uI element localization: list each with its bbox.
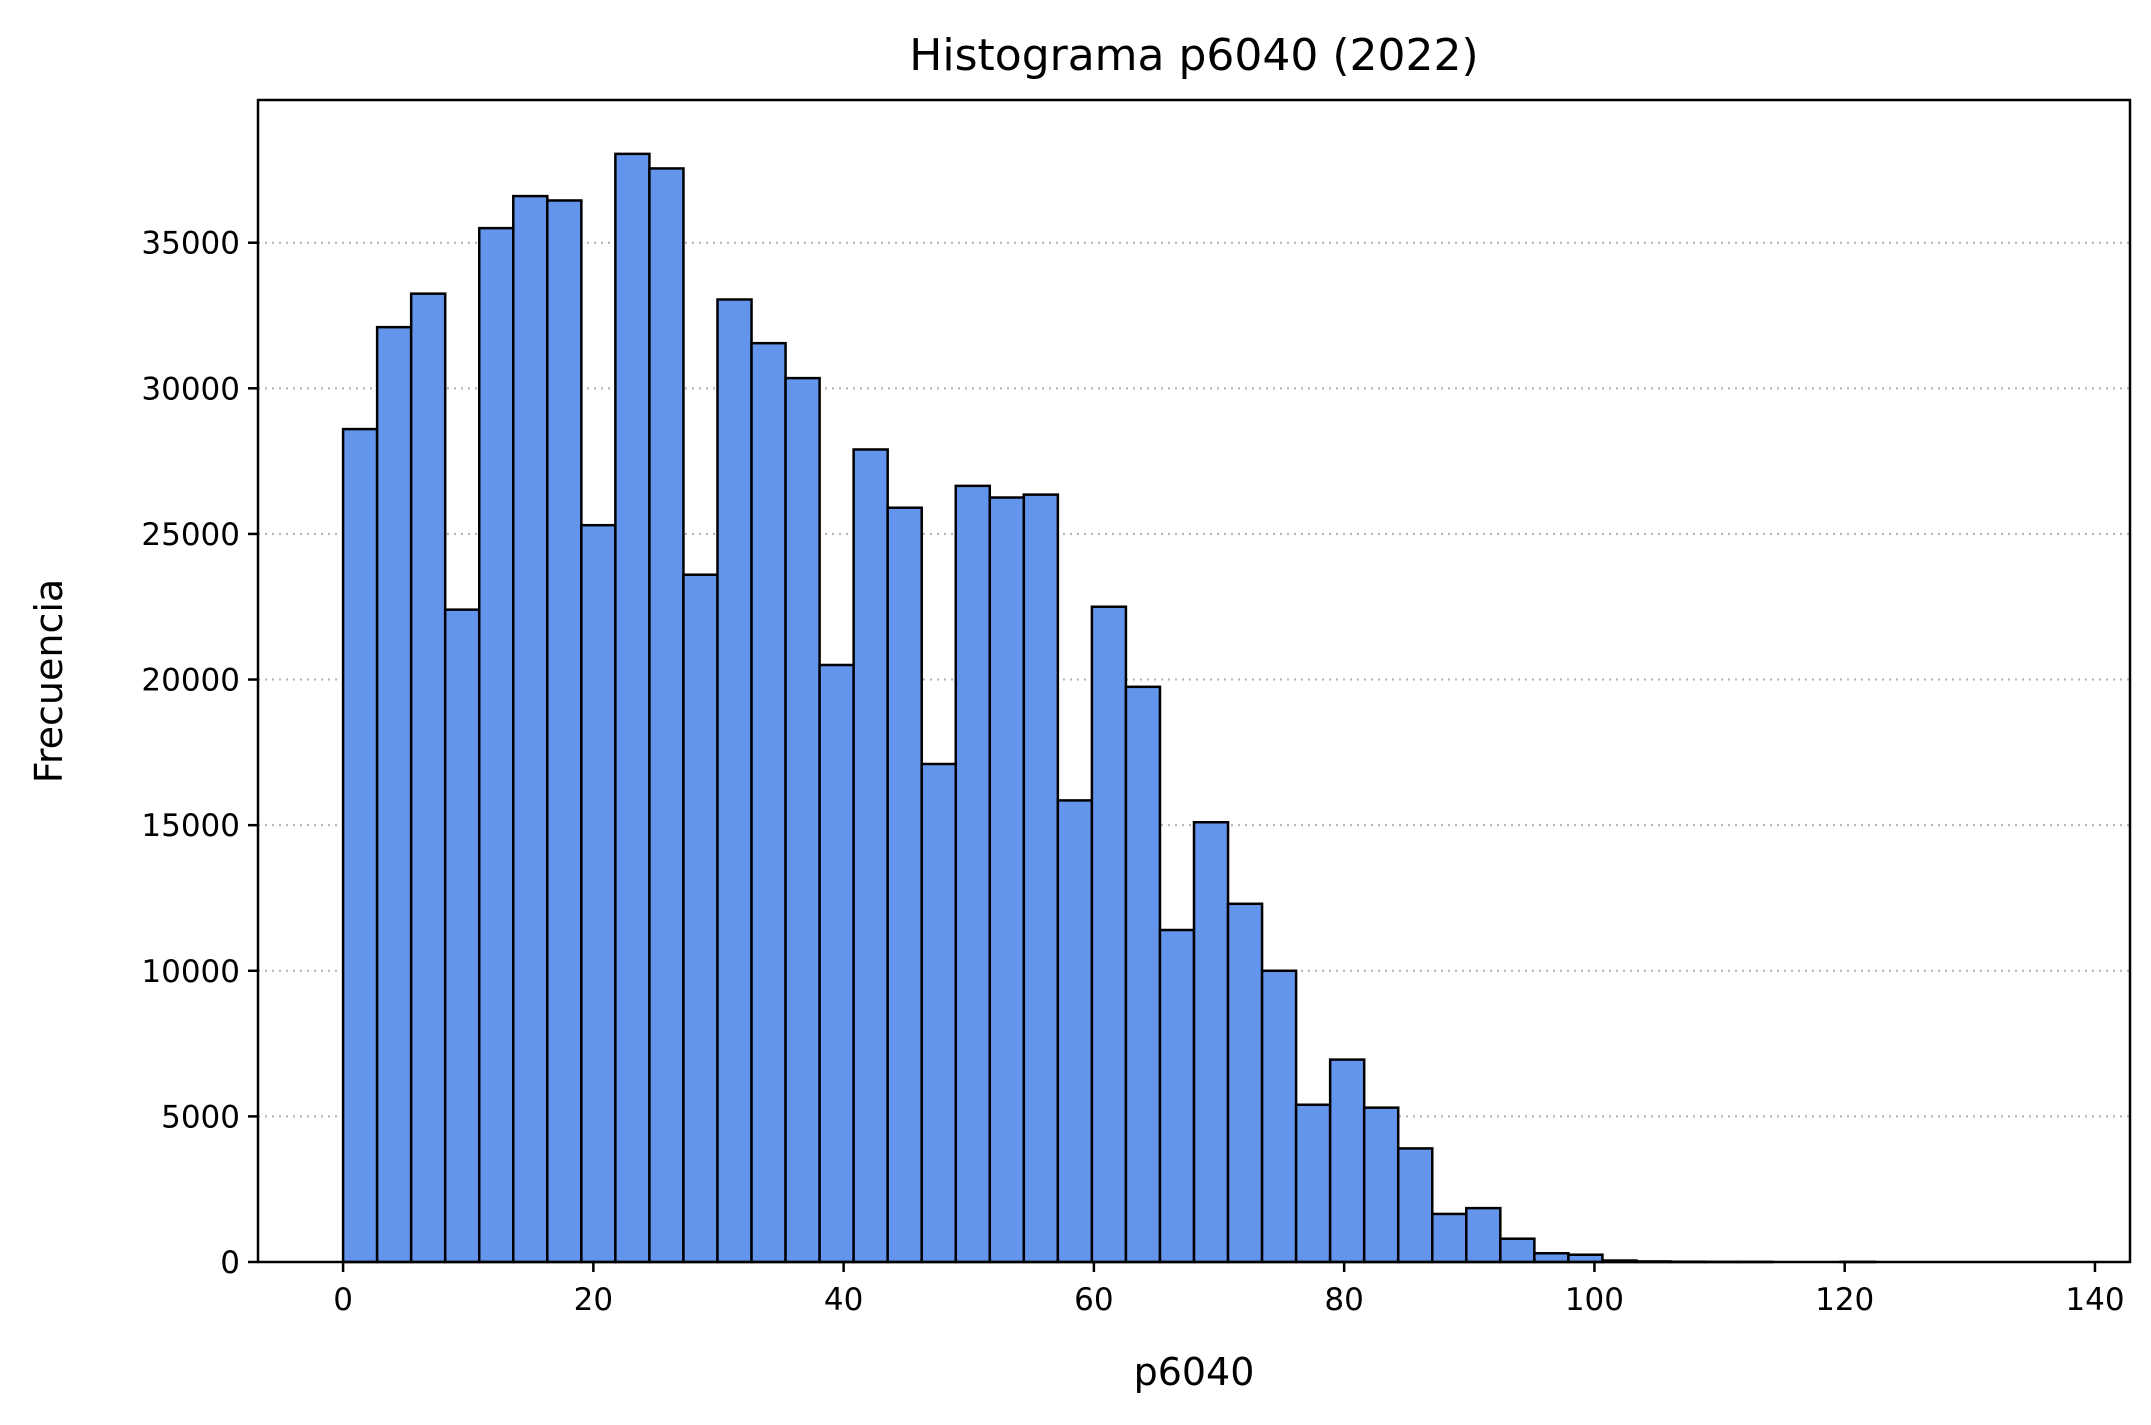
x-tick-label: 40: [824, 1282, 863, 1318]
histogram-bar: [581, 525, 615, 1262]
y-tick-label: 0: [220, 1245, 240, 1281]
histogram-bar: [922, 764, 956, 1262]
histogram-bar: [683, 575, 717, 1262]
histogram-bar: [786, 378, 820, 1262]
histogram-bar: [1058, 800, 1092, 1262]
y-axis-label: Frecuencia: [27, 579, 71, 783]
histogram-bar: [1262, 971, 1296, 1262]
histogram-bar: [820, 665, 854, 1262]
histogram-bar: [1092, 607, 1126, 1262]
histogram-bar: [547, 200, 581, 1262]
x-tick-label: 20: [574, 1282, 613, 1318]
y-tick-label: 30000: [141, 371, 240, 407]
histogram-bar: [854, 449, 888, 1262]
histogram-bar: [1296, 1105, 1330, 1262]
histogram-bar: [615, 154, 649, 1262]
y-tick-label: 35000: [141, 226, 240, 262]
histogram-bar: [752, 343, 786, 1262]
histogram-bar: [377, 327, 411, 1262]
histogram-bar: [956, 486, 990, 1262]
y-tick-label: 5000: [161, 1099, 240, 1135]
x-tick-label: 80: [1324, 1282, 1363, 1318]
histogram-bar: [1024, 495, 1058, 1262]
histogram-bar: [717, 299, 751, 1262]
histogram-bar: [343, 429, 377, 1262]
histogram-bar: [1160, 930, 1194, 1262]
histogram-bar: [1398, 1148, 1432, 1262]
histogram-bar: [1194, 822, 1228, 1262]
histogram-bar: [1364, 1108, 1398, 1262]
y-tick-label: 25000: [141, 517, 240, 553]
histogram-bar: [1466, 1208, 1500, 1262]
histogram-bar: [990, 498, 1024, 1262]
x-tick-label: 100: [1565, 1282, 1624, 1318]
x-axis-ticks: 0 20 40 60 80 100 120 140: [333, 1262, 2124, 1318]
chart-title: Histograma p6040 (2022): [909, 30, 1478, 81]
histogram-bar: [649, 168, 683, 1262]
y-tick-label: 10000: [141, 954, 240, 990]
histogram-bar: [888, 508, 922, 1262]
histogram-bar: [1228, 904, 1262, 1262]
histogram-bar: [479, 228, 513, 1262]
histogram-bar: [445, 610, 479, 1262]
histogram-bar: [1432, 1214, 1466, 1262]
x-tick-label: 0: [333, 1282, 353, 1318]
x-tick-label: 60: [1074, 1282, 1113, 1318]
x-tick-label: 140: [2065, 1282, 2124, 1318]
x-axis-label: p6040: [1134, 1350, 1255, 1394]
histogram-bar: [1534, 1253, 1568, 1262]
x-tick-label: 120: [1815, 1282, 1874, 1318]
histogram-bar: [513, 196, 547, 1262]
histogram-bars: [343, 154, 1875, 1262]
y-axis-ticks: 0 5000 10000 15000 20000 25000 30000 35000: [141, 226, 258, 1281]
y-tick-label: 15000: [141, 808, 240, 844]
histogram-bar: [411, 294, 445, 1262]
y-tick-label: 20000: [141, 663, 240, 699]
histogram-bar: [1500, 1239, 1534, 1262]
histogram-bar: [1330, 1060, 1364, 1262]
histogram-bar: [1126, 687, 1160, 1262]
